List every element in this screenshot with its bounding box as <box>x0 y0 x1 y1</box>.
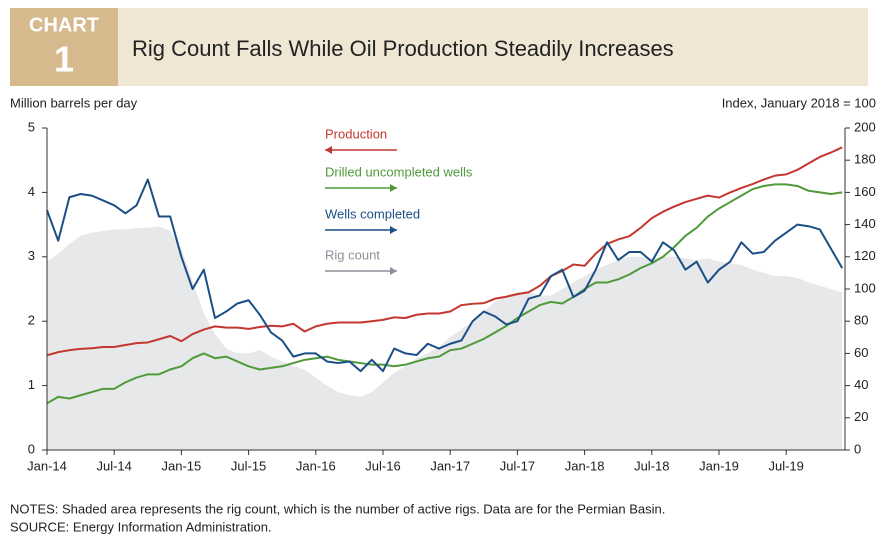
line <box>46 178 844 373</box>
x-tick-label: Jul-19 <box>768 458 803 473</box>
y2-tick-label: 100 <box>854 280 876 295</box>
y2-tick-label: 0 <box>854 441 861 456</box>
x-tick-label: Jul-15 <box>231 458 266 473</box>
y2-axis-label: Index, January 2018 = 100 <box>722 95 876 110</box>
y2-tick-label: 60 <box>854 345 868 360</box>
y-tick-label: 0 <box>28 441 35 456</box>
header-band <box>10 8 868 86</box>
line <box>46 146 843 357</box>
source: SOURCE: Energy Information Administratio… <box>10 519 272 534</box>
x-tick-label: Jan-15 <box>162 458 202 473</box>
y2-tick-label: 120 <box>854 248 876 263</box>
header-badge <box>10 8 118 86</box>
x-tick-label: Jul-16 <box>365 458 400 473</box>
y-tick-label: 3 <box>28 248 35 263</box>
x-tick-label: Jan-16 <box>296 458 336 473</box>
legend-arrowhead <box>390 184 397 192</box>
y2-tick-label: 20 <box>854 409 868 424</box>
y-tick-label: 1 <box>28 377 35 392</box>
y2-tick-label: 80 <box>854 313 868 328</box>
legend-label: Production <box>325 126 387 141</box>
y2-tick-label: 200 <box>854 119 876 134</box>
x-tick-label: Jul-17 <box>500 458 535 473</box>
y2-tick-label: 40 <box>854 377 868 392</box>
x-tick-label: Jan-18 <box>565 458 605 473</box>
line <box>46 183 843 405</box>
badge-number: 1 <box>54 39 74 80</box>
area <box>47 226 843 450</box>
x-tick-label: Jul-18 <box>634 458 669 473</box>
y-tick-label: 2 <box>28 313 35 328</box>
legend-arrowhead <box>325 146 332 154</box>
y-tick-label: 5 <box>28 119 35 134</box>
y2-tick-label: 180 <box>854 152 876 167</box>
legend-label: Drilled uncompleted wells <box>325 164 473 179</box>
legend-arrowhead <box>390 267 397 275</box>
badge-label: CHART <box>29 14 99 36</box>
x-tick-label: Jan-19 <box>699 458 739 473</box>
notes: NOTES: Shaded area represents the rig co… <box>10 501 665 516</box>
y2-tick-label: 140 <box>854 216 876 231</box>
chart-title: Rig Count Falls While Oil Production Ste… <box>132 36 674 61</box>
legend-label: Wells completed <box>325 206 420 221</box>
y-axis-label: Million barrels per day <box>10 95 138 110</box>
y2-tick-label: 160 <box>854 184 876 199</box>
x-tick-label: Jan-14 <box>27 458 67 473</box>
legend-arrowhead <box>390 226 397 234</box>
x-tick-label: Jul-14 <box>96 458 131 473</box>
y-tick-label: 4 <box>28 184 35 199</box>
legend-label: Rig count <box>325 247 380 262</box>
x-tick-label: Jan-17 <box>430 458 470 473</box>
